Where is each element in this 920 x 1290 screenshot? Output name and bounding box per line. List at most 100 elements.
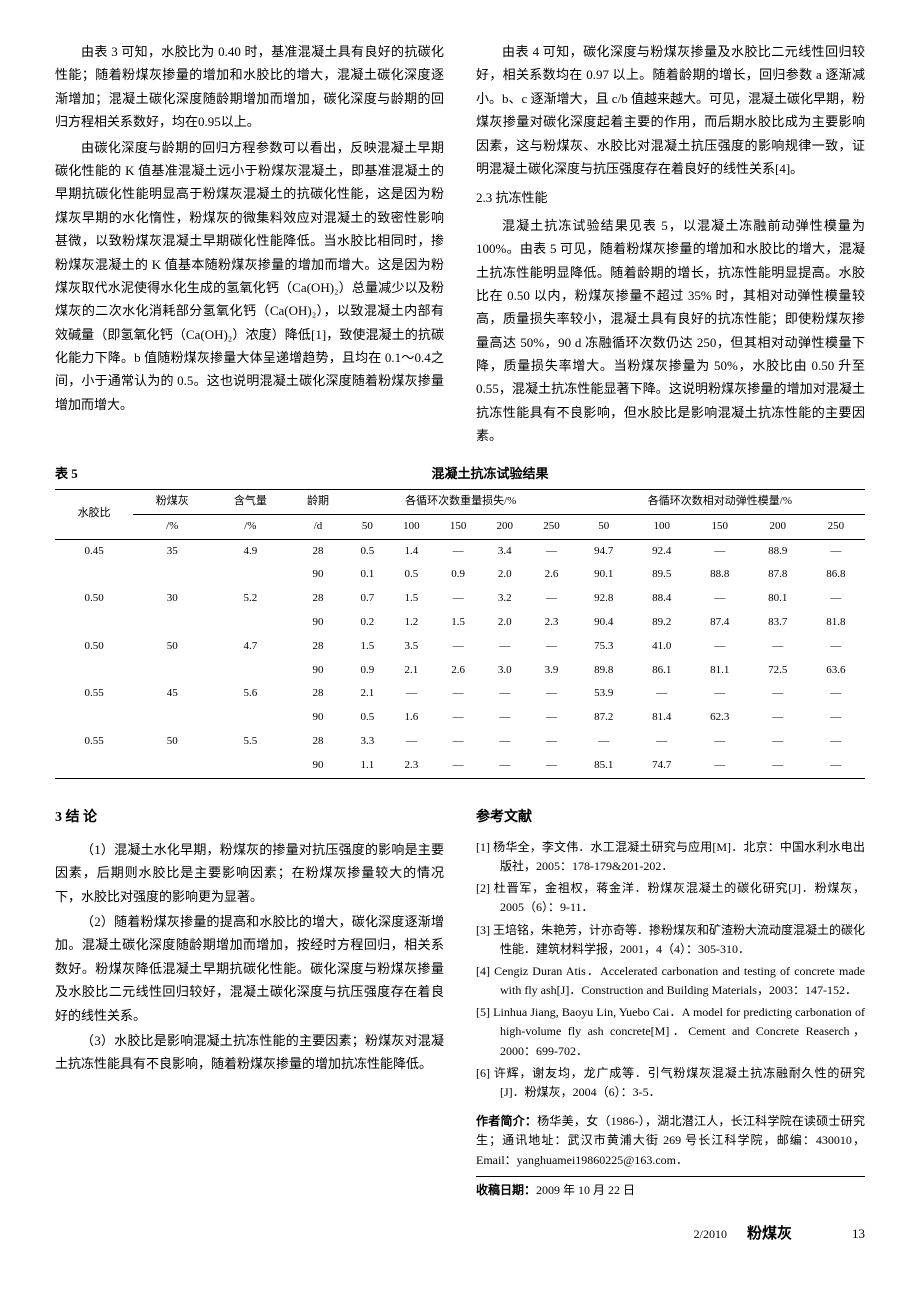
upper-right-column: 由表 4 可知，碳化深度与粉煤灰掺量及水胶比二元线性回归较好，相关系数均在 0.… bbox=[476, 40, 865, 450]
section-2-3-heading: 2.3 抗冻性能 bbox=[476, 186, 865, 209]
table-cell: 88.4 bbox=[633, 587, 691, 611]
table-cell: 5.2 bbox=[211, 587, 289, 611]
table-cell: 41.0 bbox=[633, 635, 691, 659]
author-label: 作者简介： bbox=[476, 1114, 537, 1128]
table-cell: 28 bbox=[289, 682, 346, 706]
footer-page: 13 bbox=[852, 1222, 865, 1245]
table-cell: — bbox=[435, 682, 482, 706]
table-cell: — bbox=[528, 682, 575, 706]
table-cell: 1.6 bbox=[388, 706, 435, 730]
table-cell: 2.0 bbox=[481, 611, 528, 635]
table-cell: 89.5 bbox=[633, 563, 691, 587]
table-row: 0.50504.7281.53.5———75.341.0——— bbox=[55, 635, 865, 659]
table-cell: 0.50 bbox=[55, 587, 133, 611]
table-cell: — bbox=[749, 635, 807, 659]
table-5: 表 5 混凝土抗冻试验结果 水胶比 粉煤灰 含气量 龄期 各循环次数重量损失/%… bbox=[55, 462, 865, 779]
table-cell: 3.0 bbox=[481, 659, 528, 683]
table-cell: — bbox=[528, 635, 575, 659]
para: 由碳化深度与龄期的回归方程参数可以看出，反映混凝土早期碳化性能的 K 值基准混凝… bbox=[55, 136, 444, 417]
table-cell: 3.3 bbox=[347, 730, 388, 754]
table-cell: 62.3 bbox=[691, 706, 749, 730]
table-cell: — bbox=[388, 730, 435, 754]
th: /d bbox=[289, 514, 346, 539]
table-cell: 90 bbox=[289, 659, 346, 683]
table-cell: — bbox=[435, 635, 482, 659]
para: （2）随着粉煤灰掺量的提高和水胶比的增大，碳化深度逐渐增加。混凝土碳化深度随龄期… bbox=[55, 910, 444, 1027]
footer-journal: 粉煤灰 bbox=[747, 1221, 792, 1248]
table-cell: 86.8 bbox=[807, 563, 865, 587]
references-list: [1] 杨华全，李文伟．水工混凝土研究与应用[M]．北京：中国水利水电出版社，2… bbox=[476, 838, 865, 1102]
lower-right-column: 参考文献 [1] 杨华全，李文伟．水工混凝土研究与应用[M]．北京：中国水利水电… bbox=[476, 793, 865, 1202]
table-cell: 89.2 bbox=[633, 611, 691, 635]
table-cell: 72.5 bbox=[749, 659, 807, 683]
para: （3）水胶比是影响混凝土抗冻性能的主要因素；粉煤灰对混凝土抗冻性能具有不良影响，… bbox=[55, 1029, 444, 1076]
table-cell: 83.7 bbox=[749, 611, 807, 635]
table-cell: 2.3 bbox=[388, 754, 435, 778]
table-cell bbox=[133, 706, 211, 730]
table-cell: — bbox=[807, 539, 865, 563]
table-cell: 85.1 bbox=[575, 754, 633, 778]
table-cell: — bbox=[481, 730, 528, 754]
table-cell bbox=[133, 611, 211, 635]
table-cell: — bbox=[807, 706, 865, 730]
th: 150 bbox=[691, 514, 749, 539]
table-cell: — bbox=[807, 587, 865, 611]
table-cell: 3.9 bbox=[528, 659, 575, 683]
th: 250 bbox=[807, 514, 865, 539]
table-cell: 90 bbox=[289, 611, 346, 635]
table-body: 0.45354.9280.51.4—3.4—94.792.4—88.9—900.… bbox=[55, 539, 865, 778]
table-cell: 0.5 bbox=[347, 539, 388, 563]
table-cell: — bbox=[481, 754, 528, 778]
table-cell bbox=[133, 563, 211, 587]
table-cell: 88.9 bbox=[749, 539, 807, 563]
th: 250 bbox=[528, 514, 575, 539]
table-cell: — bbox=[528, 587, 575, 611]
table-cell: 2.6 bbox=[435, 659, 482, 683]
upper-left-column: 由表 3 可知，水胶比为 0.40 时，基准混凝土具有良好的抗碳化性能；随着粉煤… bbox=[55, 40, 444, 450]
table-cell: 90 bbox=[289, 754, 346, 778]
table-cell: — bbox=[749, 754, 807, 778]
table-cell bbox=[55, 563, 133, 587]
table-cell: — bbox=[691, 635, 749, 659]
para: 由表 4 可知，碳化深度与粉煤灰掺量及水胶比二元线性回归较好，相关系数均在 0.… bbox=[476, 40, 865, 180]
table-cell: 0.2 bbox=[347, 611, 388, 635]
table-row: 0.55455.6282.1————53.9———— bbox=[55, 682, 865, 706]
table-cell: 80.1 bbox=[749, 587, 807, 611]
table-cell: — bbox=[807, 754, 865, 778]
th: 150 bbox=[435, 514, 482, 539]
table-header-row-1: 水胶比 粉煤灰 含气量 龄期 各循环次数重量损失/% 各循环次数相对动弹性模量/… bbox=[55, 490, 865, 515]
para: 混凝土抗冻试验结果见表 5，以混凝土冻融前动弹性模量为 100%。由表 5 可见… bbox=[476, 214, 865, 448]
table-cell: 88.8 bbox=[691, 563, 749, 587]
th: 50 bbox=[575, 514, 633, 539]
table-cell: 3.4 bbox=[481, 539, 528, 563]
table-cell: 28 bbox=[289, 539, 346, 563]
table-cell: 1.5 bbox=[388, 587, 435, 611]
th: /% bbox=[211, 514, 289, 539]
table-cell: — bbox=[481, 635, 528, 659]
table-row: 901.12.3———85.174.7——— bbox=[55, 754, 865, 778]
table-cell: 1.4 bbox=[388, 539, 435, 563]
table-cell bbox=[211, 754, 289, 778]
th: 水胶比 bbox=[55, 490, 133, 540]
table-cell: 5.6 bbox=[211, 682, 289, 706]
reference-item: [2] 杜晋军，金祖权，蒋金洋．粉煤灰混凝土的碳化研究[J]．粉煤灰，2005（… bbox=[476, 879, 865, 917]
table-cell: 74.7 bbox=[633, 754, 691, 778]
table-cell: — bbox=[807, 682, 865, 706]
table-cell: 2.1 bbox=[347, 682, 388, 706]
table-cell: — bbox=[633, 682, 691, 706]
receive-date-label: 收稿日期： bbox=[476, 1183, 536, 1197]
reference-item: [4] Cengiz Duran Atis．Accelerated carbon… bbox=[476, 962, 865, 1000]
th: 200 bbox=[749, 514, 807, 539]
table-cell: 4.9 bbox=[211, 539, 289, 563]
table-cell: 92.4 bbox=[633, 539, 691, 563]
table-cell: 50 bbox=[133, 635, 211, 659]
table-cell: — bbox=[435, 754, 482, 778]
table-cell: 3.2 bbox=[481, 587, 528, 611]
table-cell: 28 bbox=[289, 635, 346, 659]
table-cell: — bbox=[691, 754, 749, 778]
table-cell: 0.9 bbox=[435, 563, 482, 587]
reference-item: [1] 杨华全，李文伟．水工混凝土研究与应用[M]．北京：中国水利水电出版社，2… bbox=[476, 838, 865, 876]
table-cell: — bbox=[691, 587, 749, 611]
th: /% bbox=[133, 514, 211, 539]
table-cell: — bbox=[435, 730, 482, 754]
